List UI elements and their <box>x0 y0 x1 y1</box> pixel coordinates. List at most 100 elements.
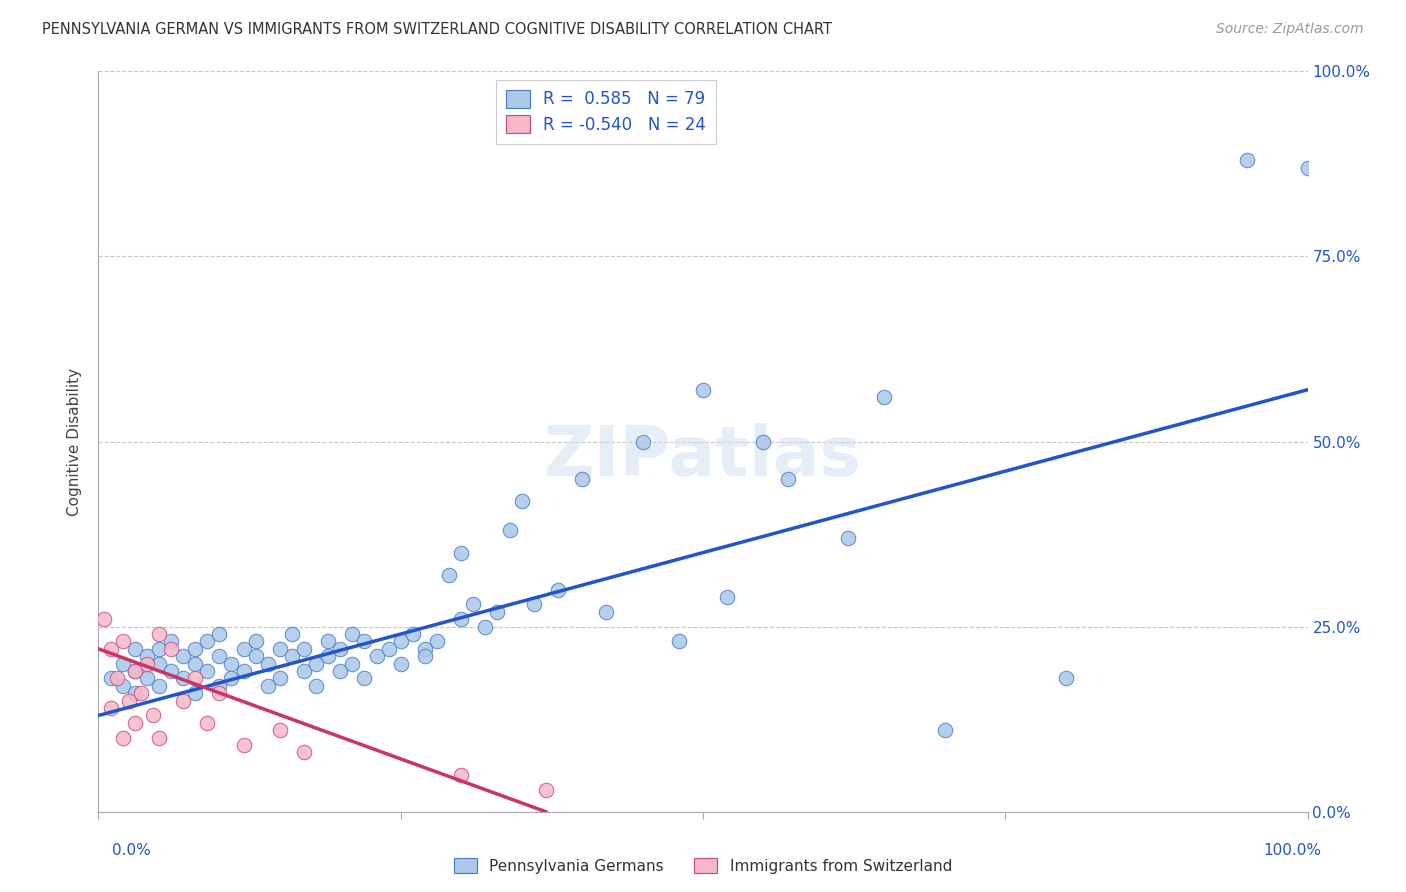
Point <box>353 634 375 648</box>
Point <box>534 782 557 797</box>
Point <box>437 567 460 582</box>
Point <box>256 657 278 671</box>
Point <box>595 605 617 619</box>
Point <box>232 664 254 678</box>
Point <box>329 641 352 656</box>
Point <box>426 634 449 648</box>
Point <box>100 672 122 686</box>
Point <box>172 672 194 686</box>
Point <box>281 649 304 664</box>
Point <box>752 434 775 449</box>
Point <box>934 723 956 738</box>
Point <box>184 672 207 686</box>
Point <box>1054 672 1077 686</box>
Point <box>195 634 218 648</box>
Point <box>377 641 399 656</box>
Point <box>160 641 183 656</box>
Point <box>366 649 388 664</box>
Point <box>142 708 165 723</box>
Point <box>450 612 472 626</box>
Point <box>668 634 690 648</box>
Point <box>305 657 328 671</box>
Point <box>245 649 267 664</box>
Point <box>208 627 231 641</box>
Point <box>221 657 243 671</box>
Point <box>1236 153 1258 168</box>
Point <box>269 641 291 656</box>
Point <box>329 664 352 678</box>
Point <box>129 686 152 700</box>
Point <box>105 672 128 686</box>
Point <box>195 664 218 678</box>
Point <box>571 472 593 486</box>
Point <box>148 627 170 641</box>
Text: Source: ZipAtlas.com: Source: ZipAtlas.com <box>1216 22 1364 37</box>
Point <box>389 634 412 648</box>
Point <box>292 746 315 760</box>
Point <box>135 649 157 664</box>
Text: PENNSYLVANIA GERMAN VS IMMIGRANTS FROM SWITZERLAND COGNITIVE DISABILITY CORRELAT: PENNSYLVANIA GERMAN VS IMMIGRANTS FROM S… <box>42 22 832 37</box>
Point <box>305 679 328 693</box>
Point <box>631 434 654 449</box>
Point <box>316 634 339 648</box>
Point <box>208 686 231 700</box>
Point <box>463 598 485 612</box>
Point <box>450 767 472 781</box>
Point <box>1296 161 1319 175</box>
Point <box>776 472 799 486</box>
Point <box>160 664 183 678</box>
Point <box>111 634 134 648</box>
Point <box>148 657 170 671</box>
Point <box>402 627 425 641</box>
Point <box>389 657 412 671</box>
Point <box>873 390 896 404</box>
Point <box>118 694 141 708</box>
Point <box>184 641 207 656</box>
Point <box>474 619 496 633</box>
Y-axis label: Cognitive Disability: Cognitive Disability <box>67 368 83 516</box>
Point <box>353 672 375 686</box>
Point <box>256 679 278 693</box>
Point <box>316 649 339 664</box>
Point <box>292 664 315 678</box>
Point <box>413 649 436 664</box>
Point <box>547 582 569 597</box>
Point <box>232 641 254 656</box>
Point <box>93 612 115 626</box>
Point <box>100 641 122 656</box>
Point <box>692 383 714 397</box>
Point <box>486 605 509 619</box>
Point <box>281 627 304 641</box>
Point <box>413 641 436 656</box>
Point <box>148 731 170 745</box>
Point <box>111 679 134 693</box>
Point <box>184 686 207 700</box>
Point <box>124 715 146 730</box>
Point <box>232 738 254 752</box>
Point <box>245 634 267 648</box>
Point <box>148 641 170 656</box>
Point <box>837 531 859 545</box>
Point <box>172 649 194 664</box>
Point <box>221 672 243 686</box>
Point <box>269 723 291 738</box>
Point <box>135 657 157 671</box>
Point <box>135 672 157 686</box>
Point <box>124 641 146 656</box>
Text: 0.0%: 0.0% <box>112 843 152 858</box>
Point <box>124 664 146 678</box>
Point <box>269 672 291 686</box>
Point <box>498 524 520 538</box>
Point <box>124 664 146 678</box>
Point <box>111 657 134 671</box>
Text: 100.0%: 100.0% <box>1264 843 1322 858</box>
Point <box>342 627 364 641</box>
Point <box>111 731 134 745</box>
Point <box>184 657 207 671</box>
Point <box>195 715 218 730</box>
Text: ZIPatlas: ZIPatlas <box>544 423 862 490</box>
Point <box>523 598 546 612</box>
Legend: Pennsylvania Germans, Immigrants from Switzerland: Pennsylvania Germans, Immigrants from Sw… <box>449 852 957 880</box>
Point <box>342 657 364 671</box>
Point <box>172 694 194 708</box>
